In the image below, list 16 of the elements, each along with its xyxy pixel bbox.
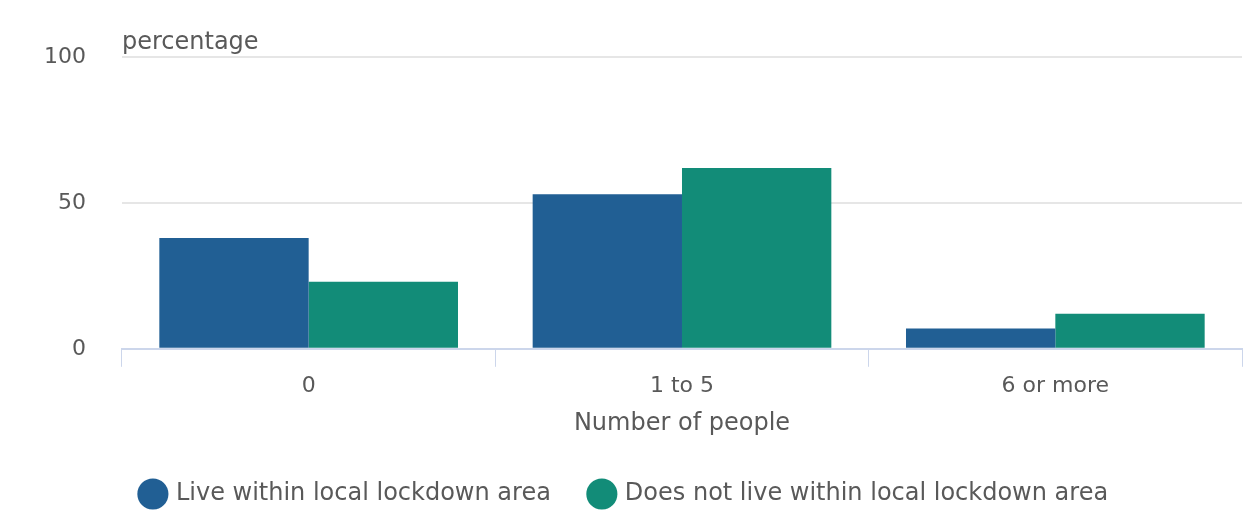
x-tick-label: 1 to 5 <box>649 371 715 397</box>
bar <box>308 281 458 348</box>
y-tick-label: 100 <box>43 42 86 68</box>
bar <box>532 194 682 348</box>
x-tick-label: 6 or more <box>1001 371 1110 397</box>
bar <box>682 168 832 348</box>
y-tick-label: 0 <box>71 334 86 360</box>
y-tick-label: 50 <box>57 188 86 214</box>
bar <box>1055 313 1205 348</box>
bar <box>906 328 1056 348</box>
y-axis-title: percentage <box>121 27 259 56</box>
legend-label: Does not live within local lockdown area <box>624 478 1109 507</box>
bar <box>159 237 309 348</box>
x-tick-label: 0 <box>301 371 316 397</box>
legend-label: Live within local lockdown area <box>175 478 551 507</box>
x-axis-title: Number of people <box>573 407 791 436</box>
